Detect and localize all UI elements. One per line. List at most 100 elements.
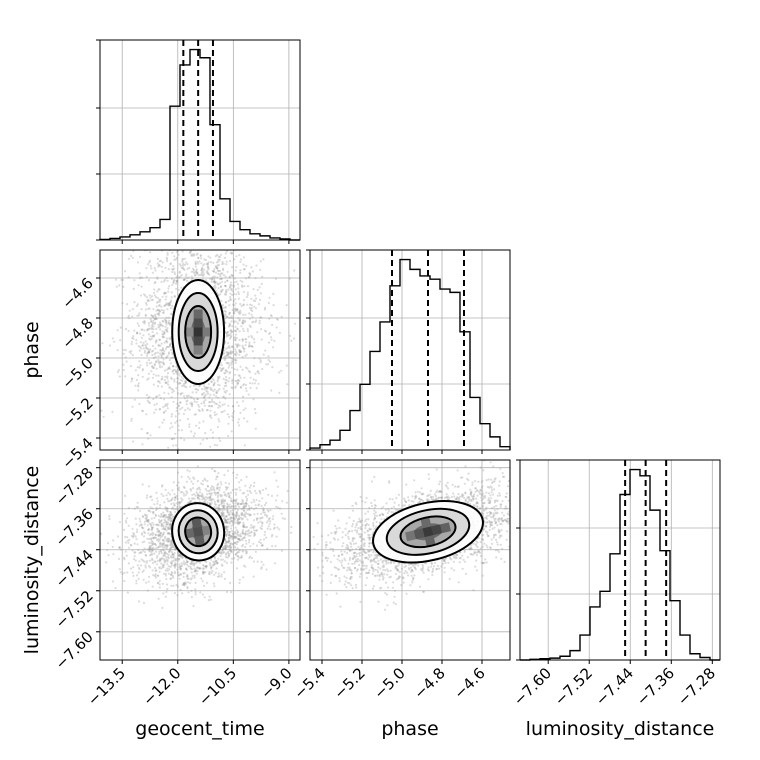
sample-point [176,377,179,380]
sample-point [237,310,240,314]
sample-point [137,314,140,317]
sample-point [220,369,223,372]
sample-point [181,406,184,409]
sample-point [161,351,164,355]
sample-point [162,363,165,366]
sample-point [252,485,255,488]
sample-point [163,544,167,547]
sample-point [220,575,223,578]
sample-point [234,508,237,511]
sample-point [259,490,262,493]
sample-point [133,329,136,332]
sample-point [238,311,241,314]
sample-point [278,371,281,374]
sample-point [165,545,169,548]
sample-point [225,384,228,387]
sample-point [208,405,211,408]
sample-point [221,272,224,275]
sample-point [171,304,174,308]
sample-point [241,346,244,349]
sample-point [208,502,212,505]
sample-point [165,590,168,594]
sample-point [239,502,242,506]
sample-point [137,345,140,348]
sample-point [232,346,235,349]
sample-point [165,538,168,541]
sample-point [201,498,204,501]
sample-point [217,500,220,503]
sample-point [202,400,206,403]
sample-point [159,549,162,552]
sample-point [184,382,187,385]
sample-point [145,520,148,523]
sample-point [236,322,240,325]
sample-point [165,258,168,261]
sample-point [209,566,213,569]
sample-point [126,591,129,594]
sample-point [142,601,146,605]
sample-point [228,520,232,523]
sample-point [142,559,145,562]
sample-point [232,513,235,516]
sample-point [267,355,270,358]
sample-point [245,552,248,555]
sample-point [175,387,178,390]
sample-point [101,342,104,345]
sample-point [158,559,161,562]
sample-point [223,519,226,522]
sample-point [156,351,159,354]
sample-point [128,317,131,320]
sample-point [241,322,244,325]
sample-point [211,467,214,470]
sample-point [165,276,168,280]
sample-point [147,263,150,266]
sample-point [230,516,233,519]
sample-point [264,513,267,517]
sample-point [271,545,274,548]
sample-point [108,344,111,347]
sample-point [149,434,152,437]
sample-point [167,322,170,325]
sample-point [158,362,161,365]
sample-point [226,361,229,365]
sample-point [233,514,236,517]
sample-point [265,514,268,517]
sample-point [186,469,189,472]
sample-point [163,369,166,372]
sample-point [160,519,163,522]
sample-point [169,539,172,542]
sample-point [186,560,189,564]
sample-point [220,552,223,555]
sample-point [211,248,213,250]
sample-point [161,548,164,551]
sample-point [143,523,146,526]
sample-point [204,565,207,568]
sample-point [141,443,144,446]
sample-point [169,549,172,553]
sample-point [224,371,227,375]
sample-point [198,405,201,408]
sample-point [217,287,220,290]
sample-point [216,491,219,494]
sample-point [241,368,244,371]
sample-point [179,567,182,571]
sample-point [193,574,196,577]
sample-point [225,250,228,253]
sample-point [228,334,231,337]
sample-point [174,258,177,261]
sample-point [177,559,180,562]
sample-point [159,541,162,545]
sample-point [156,530,159,533]
sample-point [225,389,229,392]
sample-point [135,331,138,334]
sample-point [222,551,225,554]
sample-point [160,308,163,312]
sample-point [267,301,270,305]
sample-point [194,271,197,274]
sample-point [165,583,169,586]
sample-point [222,395,225,398]
sample-point [197,262,200,265]
sample-point [153,294,156,297]
sample-point [165,494,168,497]
sample-point [158,583,161,586]
